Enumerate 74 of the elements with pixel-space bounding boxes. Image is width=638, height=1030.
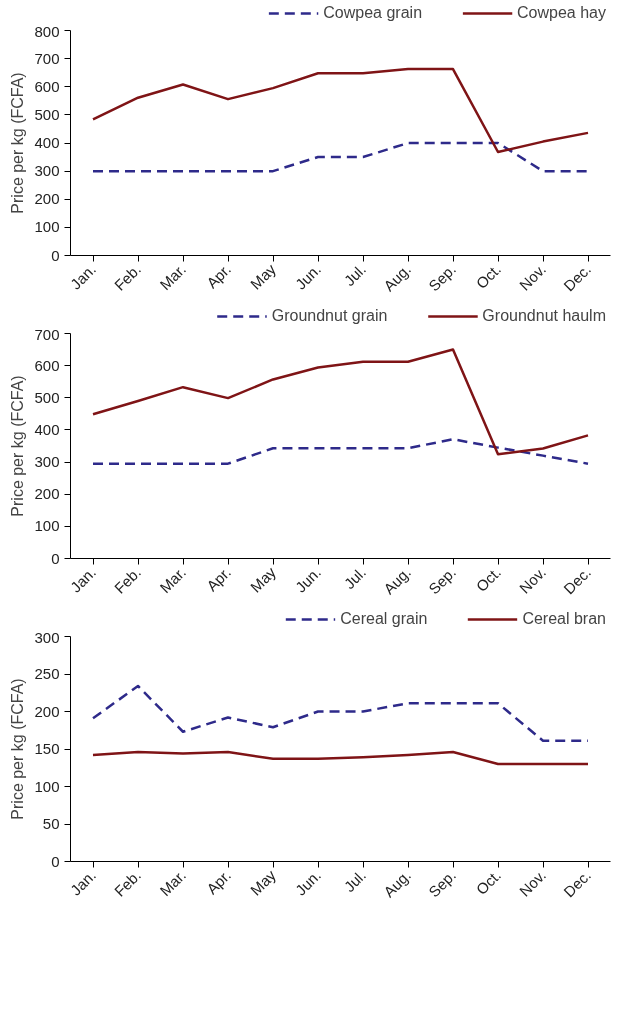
legend-label: Groundnut haulm [482,307,606,325]
x-tick-label: Apr. [203,563,235,595]
y-tick-label: 300 [34,162,60,180]
x-tick-label: Feb. [110,260,145,294]
x-tick-label: Mar. [156,866,190,900]
y-tick-label: 100 [34,218,60,236]
y-axis-title: Price per kg (FCFA) [9,72,27,214]
y-tick-label: 100 [34,777,60,795]
y-tick-label: 100 [34,517,60,535]
y-tick-label: 400 [34,134,60,151]
y-tick-label: 800 [34,22,60,40]
y-tick-label: 0 [51,549,60,567]
x-tick-label: Nov. [515,866,550,900]
x-tick-label: Jan. [66,260,100,293]
y-tick-label: 300 [34,453,60,471]
x-tick-label: Jan. [66,563,100,596]
x-tick-label: Aug. [380,563,415,598]
x-tick-label: May [246,866,280,899]
legend-label: Groundnut grain [271,307,388,325]
y-tick-label: 0 [51,852,60,870]
x-tick-label: Sep. [425,866,460,901]
line-series [91,348,590,456]
y-tick-label: 600 [34,77,60,95]
x-tick-label: Nov. [515,563,550,597]
x-tick-label: Nov. [515,260,550,294]
x-tick-label: Mar. [156,563,190,597]
x-tick-label: Dec. [560,260,595,295]
x-tick-label: Jun. [291,260,325,293]
x-tick-label: Feb. [110,866,145,900]
y-tick-label: 400 [34,420,60,438]
x-tick-label: Jul. [340,866,370,896]
y-tick-label: 0 [51,246,60,264]
x-tick-label: Oct. [472,563,505,595]
x-tick-label: May [246,563,280,596]
x-tick-label: Aug. [380,260,415,295]
x-tick-label: Sep. [425,563,460,598]
y-tick-label: 200 [34,702,60,720]
x-tick-label: Jun. [291,563,325,596]
legend-label: Cowpea hay [517,4,606,22]
y-tick-label: 700 [34,49,60,67]
x-tick-label: Dec. [560,563,595,598]
y-tick-label: 250 [34,665,60,682]
x-tick-label: Oct. [472,866,505,898]
legend-label: Cereal grain [340,610,428,628]
line-series [91,750,590,766]
y-tick-label: 700 [34,325,60,343]
y-axis-title: Price per kg (FCFA) [9,678,27,820]
y-tick-label: 200 [34,485,60,503]
x-tick-label: Apr. [203,866,235,898]
y-tick-label: 600 [34,356,60,374]
x-tick-label: Apr. [203,260,235,292]
y-tick-label: 500 [34,105,60,123]
x-tick-label: Oct. [472,260,505,292]
y-tick-label: 200 [34,190,60,208]
y-tick-label: 50 [42,815,60,832]
line-series [91,67,590,154]
y-tick-label: 300 [34,628,60,646]
x-tick-label: Jul. [340,260,370,290]
x-tick-label: Dec. [560,866,595,901]
line-series [91,438,590,465]
y-axis-title: Price per kg (FCFA) [9,375,27,517]
x-tick-label: Mar. [156,260,190,294]
x-tick-label: May [246,260,280,293]
x-tick-label: Sep. [425,260,460,295]
legend-label: Cowpea grain [323,4,423,22]
x-tick-label: Jan. [66,866,100,899]
legend-label: Cereal bran [522,610,606,628]
line-series [91,684,590,742]
y-tick-label: 500 [34,388,60,406]
x-tick-label: Jul. [340,563,370,593]
x-tick-label: Jun. [291,866,325,899]
y-tick-label: 150 [34,740,60,757]
x-tick-label: Feb. [110,563,145,597]
x-tick-label: Aug. [380,866,415,901]
